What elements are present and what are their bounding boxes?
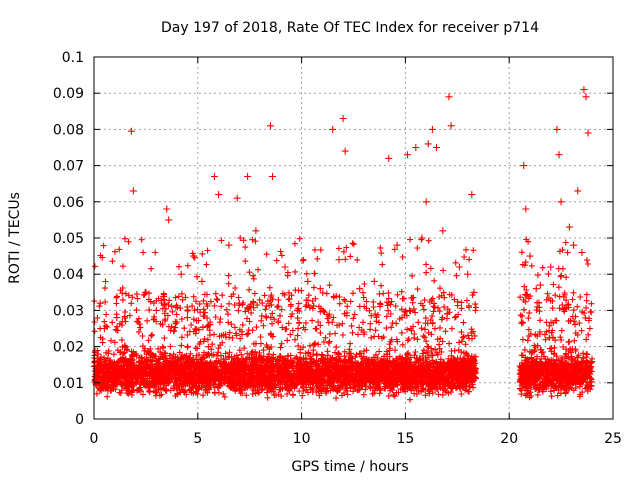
data-point xyxy=(370,277,378,285)
data-point xyxy=(335,256,343,264)
data-point xyxy=(422,198,430,206)
data-point xyxy=(190,252,198,260)
y-tick-label: 0.04 xyxy=(53,267,84,283)
x-axis-label: GPS time / hours xyxy=(291,459,408,475)
data-point xyxy=(152,306,160,314)
y-tick-label: 0.05 xyxy=(53,231,84,247)
y-tick-label: 0 xyxy=(75,412,84,428)
y-axis-ticks: 0 0.01 0.02 0.03 0.04 0.05 0.06 0.07 0.08 0.09 0.1 xyxy=(53,50,613,428)
y-axis-label: ROTI / TECUs xyxy=(7,192,23,284)
data-point xyxy=(252,227,260,235)
data-point xyxy=(393,241,401,249)
data-point xyxy=(565,223,573,231)
data-point xyxy=(304,277,312,285)
data-point xyxy=(553,125,561,133)
data-point xyxy=(329,125,337,133)
data-point xyxy=(215,191,223,199)
data-point xyxy=(582,93,590,101)
y-tick-label: 0.1 xyxy=(62,50,84,66)
data-point xyxy=(439,227,447,235)
x-axis-ticks: 0 5 10 15 20 25 xyxy=(90,57,622,447)
y-tick-label: 0.09 xyxy=(53,86,84,102)
data-point xyxy=(385,154,393,162)
data-point xyxy=(267,122,274,130)
data-point xyxy=(341,147,349,155)
chart-title: Day 197 of 2018, Rate Of TEC Index for r… xyxy=(161,20,539,36)
data-point xyxy=(433,144,440,151)
data-point xyxy=(536,281,544,289)
data-point xyxy=(339,115,347,122)
data-point xyxy=(183,314,191,322)
data-point xyxy=(470,288,478,296)
data-point xyxy=(165,216,173,224)
data-point xyxy=(522,205,530,213)
data-point xyxy=(356,285,364,293)
data-point xyxy=(244,173,252,180)
data-point xyxy=(198,277,206,285)
data-point xyxy=(235,299,243,307)
data-points xyxy=(96,86,592,351)
data-point xyxy=(113,314,121,322)
data-point xyxy=(210,173,218,180)
x-tick-label: 5 xyxy=(193,431,202,447)
dense-point-cloud xyxy=(91,235,596,403)
y-tick-label: 0.02 xyxy=(53,340,84,356)
data-point xyxy=(445,93,453,101)
data-point xyxy=(424,140,432,148)
data-point xyxy=(96,299,104,307)
data-point xyxy=(121,343,129,351)
data-point xyxy=(418,234,426,242)
data-point xyxy=(557,198,565,206)
data-point xyxy=(464,270,472,278)
data-point xyxy=(129,187,137,195)
data-point xyxy=(225,241,233,249)
x-tick-label: 0 xyxy=(90,431,99,447)
data-point xyxy=(163,205,171,213)
data-point xyxy=(316,285,324,293)
data-point xyxy=(142,288,150,296)
x-tick-label: 20 xyxy=(500,431,518,447)
data-point xyxy=(468,191,476,199)
y-tick-label: 0.01 xyxy=(53,376,84,392)
data-point xyxy=(428,125,436,133)
data-point xyxy=(127,127,135,135)
y-tick-label: 0.08 xyxy=(53,122,84,138)
x-tick-label: 15 xyxy=(396,431,414,447)
data-point xyxy=(532,285,540,293)
x-tick-label: 10 xyxy=(293,431,311,447)
data-point xyxy=(269,173,276,180)
data-point xyxy=(293,306,301,314)
data-point xyxy=(526,252,534,260)
data-point xyxy=(455,263,463,271)
data-point xyxy=(281,263,289,271)
y-tick-label: 0.07 xyxy=(53,159,84,175)
data-point xyxy=(100,325,108,332)
data-point xyxy=(580,86,588,94)
data-point xyxy=(570,241,578,249)
data-point xyxy=(406,306,414,314)
data-point xyxy=(584,129,592,137)
data-point xyxy=(574,187,582,195)
y-tick-label: 0.06 xyxy=(53,195,84,211)
data-point xyxy=(177,270,185,278)
data-point xyxy=(547,263,555,271)
data-point xyxy=(404,151,411,159)
dense-data-cloud xyxy=(91,235,596,403)
data-point xyxy=(412,144,420,151)
x-tick-label: 25 xyxy=(604,431,622,447)
data-point xyxy=(520,162,528,170)
data-point xyxy=(447,122,455,130)
data-point xyxy=(360,328,368,336)
data-point xyxy=(555,151,563,159)
data-point xyxy=(233,194,241,202)
y-tick-label: 0.03 xyxy=(53,303,84,319)
data-point xyxy=(578,249,586,256)
